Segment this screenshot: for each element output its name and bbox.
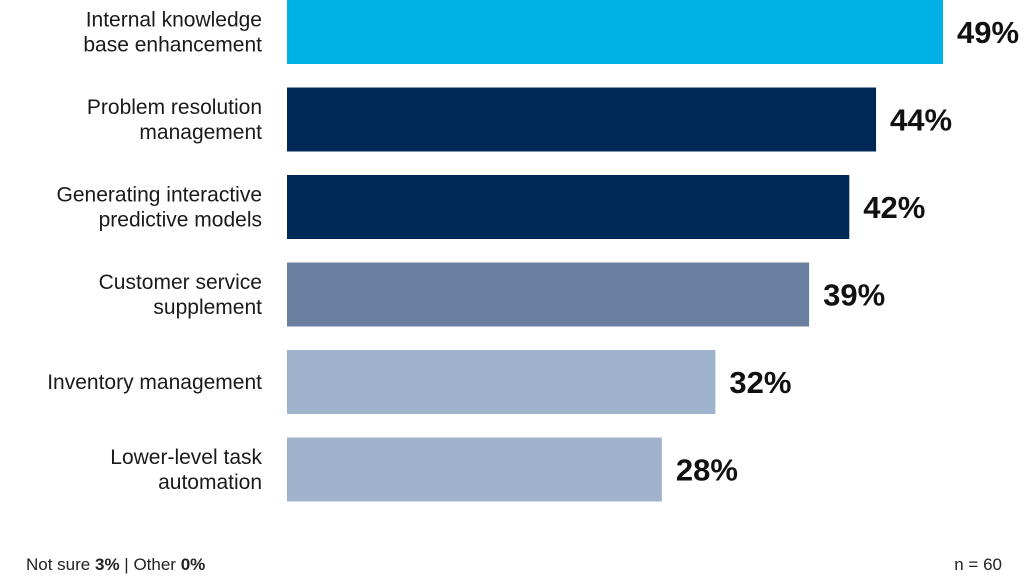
value-label-2: 44% [890, 103, 952, 138]
category-label-4-line-1: Customer service [99, 271, 262, 294]
bar-3 [287, 175, 850, 239]
other-value: 0% [180, 555, 206, 574]
bar-4 [287, 262, 810, 327]
category-label-2-line-1: Problem resolution [87, 96, 262, 119]
other-label: Other [133, 555, 176, 574]
value-label-6: 28% [676, 453, 738, 488]
category-label-6-line-2: automation [158, 471, 262, 494]
category-label-1-line-1: Internal knowledge [86, 9, 262, 32]
not-sure-value: 3% [94, 555, 120, 574]
not-sure-label: Not sure [26, 555, 91, 574]
bar-1 [287, 0, 943, 64]
value-label-5: 32% [729, 365, 791, 400]
bar-2 [287, 87, 877, 152]
category-label-5-line-1: Inventory management [47, 371, 262, 394]
category-label-2-line-2: management [139, 121, 262, 144]
category-label-4-line-2: supplement [153, 296, 262, 319]
bar-5 [287, 350, 716, 414]
footnote-separator: | [124, 555, 129, 574]
value-label-3: 42% [863, 190, 925, 225]
footnote-not-sure-other: Not sure 3% | Other 0% [26, 555, 205, 575]
value-label-1: 49% [957, 15, 1019, 50]
category-label-1-line-2: base enhancement [83, 34, 262, 57]
category-label-6-line-1: Lower-level task [110, 446, 262, 469]
value-label-4: 39% [823, 278, 885, 313]
category-label-3-line-1: Generating interactive [57, 184, 262, 207]
category-label-3-line-2: predictive models [99, 209, 262, 232]
sample-size: n = 60 [954, 555, 1002, 574]
bar-6 [287, 437, 662, 502]
